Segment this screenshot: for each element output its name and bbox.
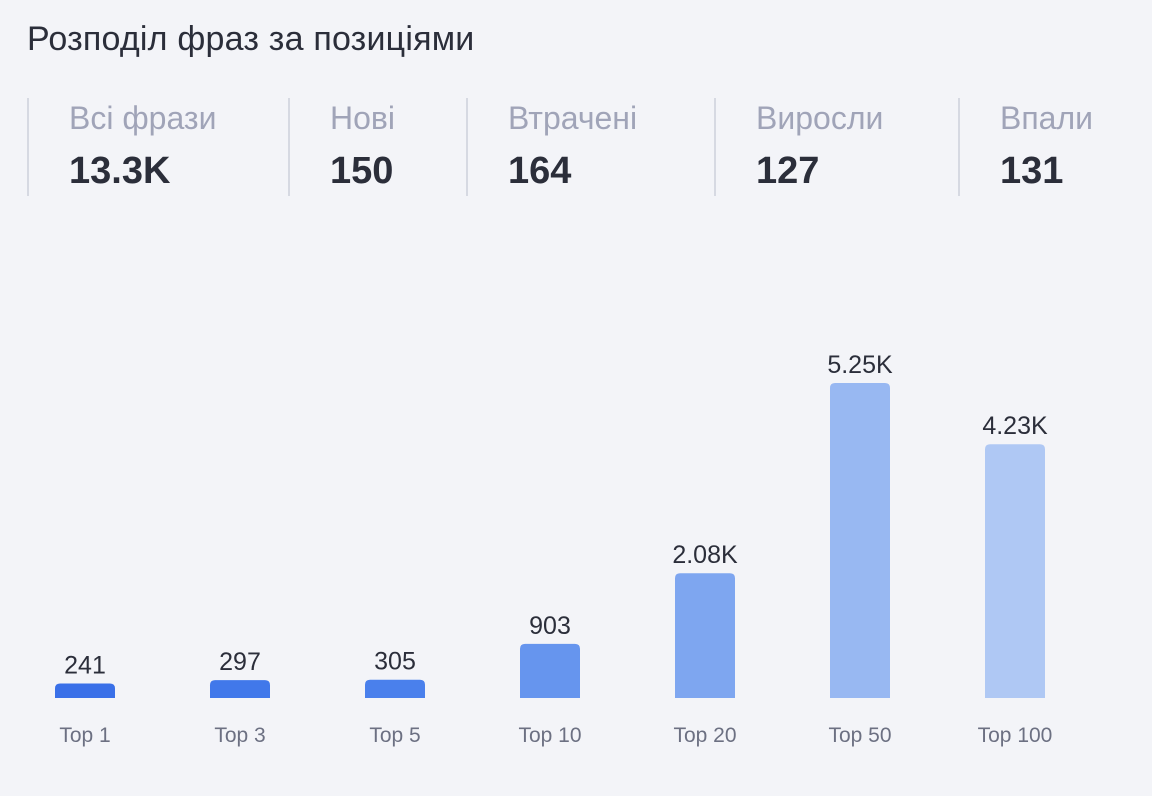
stat-lost[interactable]: Втрачені 164: [466, 98, 712, 196]
bar-top-10[interactable]: [520, 643, 580, 698]
x-tick-label: Top 1: [59, 724, 110, 747]
bar-value-label: 241: [64, 652, 106, 680]
bar-top-50[interactable]: [830, 383, 890, 698]
stat-new[interactable]: Нові 150: [288, 98, 464, 196]
bar-value-label: 903: [529, 612, 571, 640]
x-tick-label: Top 20: [673, 724, 736, 747]
stat-value: 13.3K: [69, 150, 171, 192]
stat-label: Впали: [1000, 100, 1094, 136]
stat-value: 150: [330, 150, 394, 192]
x-tick-label: Top 100: [978, 724, 1053, 747]
stat-improved[interactable]: Виросли 127: [714, 98, 957, 196]
bar-value-label: 4.23K: [982, 412, 1048, 440]
stat-all-phrases[interactable]: Всі фрази 13.3K: [27, 98, 287, 196]
stat-label: Нові: [330, 100, 396, 136]
stat-label: Втрачені: [508, 100, 638, 136]
stat-value: 127: [756, 150, 820, 192]
bar-value-label: 2.08K: [672, 541, 738, 569]
bar-top-20[interactable]: [675, 573, 735, 698]
x-tick-label: Top 50: [828, 724, 891, 747]
x-tick-label: Top 5: [369, 724, 420, 747]
stat-value: 164: [508, 150, 572, 192]
bar-value-label: 305: [374, 648, 416, 676]
stats-row: Всі фрази 13.3K Нові 150 Втрачені 164 Ви…: [0, 98, 1152, 196]
stat-declined[interactable]: Впали 131: [958, 98, 1148, 196]
bar-top-3[interactable]: [210, 680, 270, 698]
x-tick-label: Top 10: [518, 724, 581, 747]
stat-value: 131: [1000, 150, 1064, 192]
bar-value-label: 297: [219, 648, 261, 676]
x-tick-label: Top 3: [214, 724, 265, 747]
bar-top-100[interactable]: [985, 444, 1045, 698]
stat-label: Всі фрази: [69, 100, 217, 136]
bar-value-label: 5.25K: [827, 351, 893, 379]
bar-top-1[interactable]: [55, 683, 115, 698]
widget-title: Розподіл фраз за позиціями: [27, 20, 475, 58]
bar-top-5[interactable]: [365, 679, 425, 698]
stat-label: Виросли: [756, 100, 884, 136]
